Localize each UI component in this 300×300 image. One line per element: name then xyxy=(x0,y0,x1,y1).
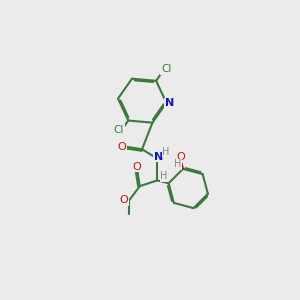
Text: Cl: Cl xyxy=(161,64,171,74)
Text: H: H xyxy=(162,147,169,157)
Text: O: O xyxy=(132,162,141,172)
Text: Cl: Cl xyxy=(114,125,124,135)
Text: H: H xyxy=(174,159,182,169)
Text: N: N xyxy=(165,98,174,109)
Text: O: O xyxy=(177,152,185,162)
Text: N: N xyxy=(154,152,163,162)
Text: O: O xyxy=(118,142,126,152)
Text: H: H xyxy=(160,171,168,181)
Text: O: O xyxy=(119,195,128,205)
